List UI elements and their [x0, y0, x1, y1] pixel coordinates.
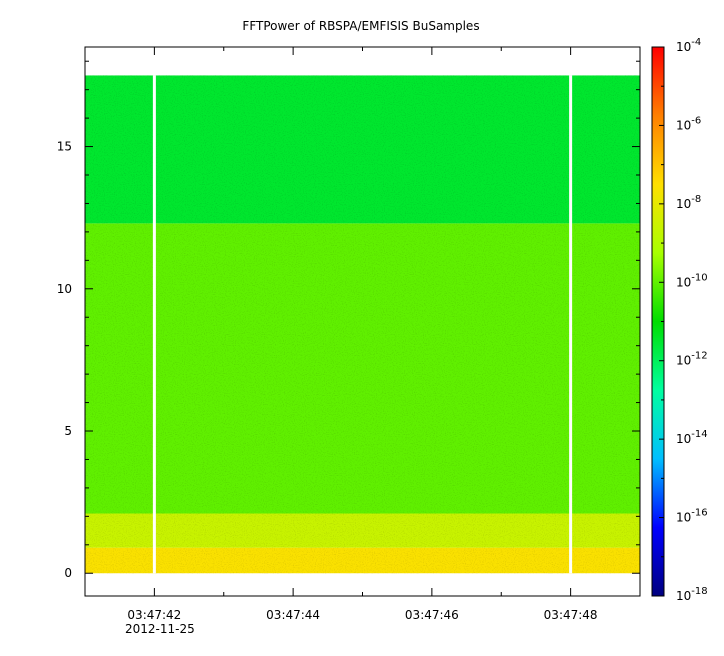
colorbar-tick-label: 10-14 [676, 429, 708, 446]
colorbar-tick-base: 10 [676, 589, 691, 603]
colorbar-tick-base: 10 [676, 40, 691, 54]
data-gap [569, 75, 573, 574]
colorbar-tick-base: 10 [676, 275, 691, 289]
x-axis-date-label: 2012-11-25 [125, 622, 195, 636]
y-tick-label: 15 [57, 140, 72, 154]
x-axis: 03:47:42 03:47:44 03:47:46 03:47:48 [84, 47, 641, 622]
colorbar-tick-base: 10 [676, 432, 691, 446]
colorbar-tick-label: 10-6 [676, 115, 701, 132]
y-axis: 0 5 10 15 [57, 60, 640, 580]
y-tick-label: 5 [64, 424, 72, 438]
x-tick-label: 03:47:48 [544, 608, 598, 622]
colorbar-tick-base: 10 [676, 197, 691, 211]
colorbar-tick-label: 10-18 [676, 586, 708, 603]
spectrogram-bands [85, 75, 640, 574]
y-tick-label: 0 [64, 566, 72, 580]
colorbar-tick-exponent: -8 [691, 194, 701, 205]
colorbar-tick-base: 10 [676, 118, 691, 132]
colorbar-tick-label: 10-16 [676, 508, 708, 525]
colorbar-tick-exponent: -6 [691, 115, 701, 126]
colorbar-tick-label: 10-12 [676, 351, 708, 368]
x-tick-label: 03:47:46 [405, 608, 459, 622]
data-gap [152, 75, 156, 574]
spectrogram-noise [85, 75, 640, 574]
colorbar-tick-base: 10 [676, 354, 691, 368]
colorbar-tick-exponent: -16 [691, 508, 707, 519]
colorbar-tick-label: 10-10 [676, 272, 708, 289]
data-gaps [152, 75, 573, 574]
colorbar-tick-exponent: -12 [691, 351, 707, 362]
x-tick-label: 03:47:44 [266, 608, 320, 622]
y-tick-label: 10 [57, 282, 72, 296]
colorbar-tick-label: 10-4 [676, 37, 701, 54]
colorbar-tick-base: 10 [676, 511, 691, 525]
colorbar-tick-exponent: -14 [691, 429, 707, 440]
colorbar-tick-label: 10-8 [676, 194, 701, 211]
colorbar-tick-exponent: -18 [691, 586, 707, 597]
colorbar-tick-exponent: -10 [691, 272, 707, 283]
chart-title: FFTPower of RBSPA/EMFISIS BuSamples [242, 19, 479, 33]
x-tick-label: 03:47:42 [127, 608, 181, 622]
colorbar-tick-exponent: -4 [691, 37, 701, 48]
